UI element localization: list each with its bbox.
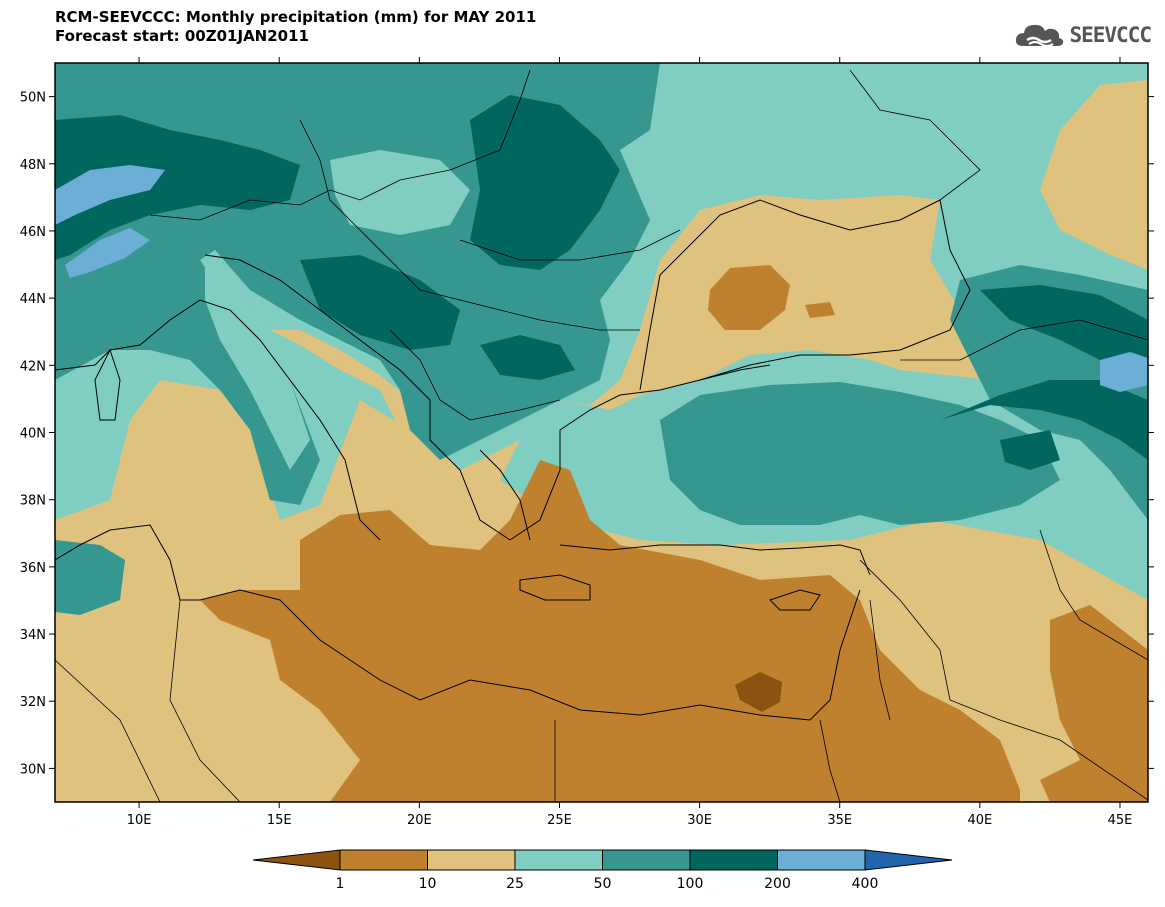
map-subtitle: Forecast start: 00Z01JAN2011 [55, 27, 309, 45]
colorbar-segment [339, 849, 428, 871]
cloud-icon [1016, 24, 1064, 47]
band-1-10-blacksea-small [805, 302, 835, 318]
band-100-200-balkans-south [480, 335, 575, 380]
band-200-400-alps [55, 165, 165, 225]
lon-tick-label: 45E [1108, 813, 1133, 828]
colorbar-segment [777, 849, 866, 871]
precipitation-field [55, 63, 1148, 802]
lat-tick-label: 32N [20, 695, 46, 710]
colorbar: 1 10 25 50 100 200 400 [252, 849, 953, 892]
logo-text: SEEVCCC [1069, 23, 1152, 47]
band-50-100-iberia [55, 540, 125, 615]
band-200-400-alps-south [65, 228, 150, 278]
lat-tick-label: 48N [20, 158, 46, 173]
colorbar-label: 200 [764, 876, 791, 892]
colorbar-label: 400 [852, 876, 879, 892]
lon-tick-label: 10E [127, 813, 152, 828]
lon-tick-label: 20E [407, 813, 432, 828]
borders [55, 69, 1148, 802]
colorbar-label: 1 [336, 876, 345, 892]
band-1-10-africa [200, 460, 1020, 802]
band-100-200-east-turkey [1000, 430, 1060, 470]
lat-tick-label: 30N [20, 762, 46, 777]
lat-tick-label: 42N [20, 359, 46, 374]
band-200-400-caucasus [1100, 352, 1148, 392]
colorbar-label: 25 [506, 876, 524, 892]
lon-tick-label: 40E [967, 813, 992, 828]
colorbar-segment-low [252, 849, 341, 871]
band-50-100-turkey [660, 382, 1060, 525]
colorbar-label: 50 [594, 876, 612, 892]
lat-tick-label: 34N [20, 628, 46, 643]
lon-tick-label: 30E [687, 813, 712, 828]
colorbar-segment-high [864, 849, 953, 871]
coastlines [55, 199, 971, 721]
lon-tick-label: 35E [827, 813, 852, 828]
lat-tick-label: 40N [20, 427, 46, 442]
band-25-50-italy-coast [205, 265, 310, 470]
colorbar-label: 100 [677, 876, 704, 892]
band-1-10-arabia [1040, 605, 1148, 802]
band-100-200-alps [55, 115, 300, 260]
title-block: RCM-SEEVCCC: Monthly precipitation (mm) … [55, 8, 536, 46]
lat-tick-label: 36N [20, 561, 46, 576]
longitude-axis: 10E 15E 20E 25E 30E 35E 40E 45E [127, 57, 1133, 828]
lat-tick-label: 38N [20, 494, 46, 509]
lon-tick-label: 15E [267, 813, 292, 828]
band-1-10-blacksea [708, 265, 790, 330]
lat-tick-label: 50N [20, 91, 46, 106]
band-25-50-hungary [330, 150, 470, 235]
latitude-axis: 50N 48N 46N 44N 42N 40N 38N 36N 34N 32N 30N [20, 91, 1154, 777]
band-100-200-carpathians [470, 95, 620, 270]
colorbar-segment [602, 849, 691, 871]
seevccc-logo: SEEVCCC [1013, 20, 1152, 50]
band-100-200-balkans [300, 255, 460, 350]
lat-tick-label: 46N [20, 225, 46, 240]
lat-tick-label: 44N [20, 292, 46, 307]
map-title: RCM-SEEVCCC: Monthly precipitation (mm) … [55, 8, 537, 26]
colorbar-segment [514, 849, 603, 871]
band-10-25-east [1040, 63, 1148, 270]
colorbar-segment [689, 849, 778, 871]
band-100-200-caucasus [980, 285, 1148, 380]
band-below-1 [735, 672, 782, 712]
colorbar-label: 10 [419, 876, 437, 892]
band-100-200-turkey-east [940, 380, 1148, 460]
band-10-25-italy [270, 330, 460, 480]
colorbar-segment [427, 849, 516, 871]
lon-tick-label: 25E [547, 813, 572, 828]
